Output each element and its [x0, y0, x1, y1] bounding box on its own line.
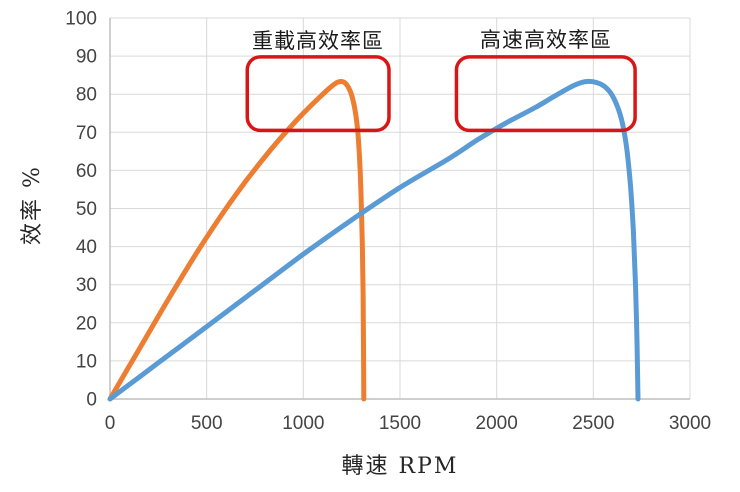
- x-tick-label: 500: [191, 413, 223, 434]
- annotation-box: [245, 55, 391, 133]
- x-tick-label: 2500: [572, 413, 614, 434]
- y-tick-label: 30: [76, 275, 97, 296]
- annotation-label-high-speed-zone: 高速高效率區: [480, 28, 612, 52]
- annotation-box: [454, 55, 637, 133]
- y-tick-label: 90: [76, 47, 97, 68]
- x-tick-label: 1000: [282, 413, 324, 434]
- y-tick-label: 40: [76, 237, 97, 258]
- x-tick-label: 3000: [669, 413, 711, 434]
- y-tick-label: 80: [76, 85, 97, 106]
- y-tick-label: 0: [86, 390, 97, 411]
- y-tick-label: 50: [76, 199, 97, 220]
- y-tick-label: 100: [65, 9, 97, 30]
- orange-curve: [107, 78, 367, 402]
- annotation-label-heavy-load-zone: 重載高效率區: [252, 29, 384, 53]
- x-tick-label: 2000: [476, 413, 518, 434]
- x-axis-title: 轉速 RPM: [341, 454, 459, 479]
- y-axis-title: 效率 %: [20, 165, 45, 245]
- y-tick-label: 10: [76, 351, 97, 372]
- x-tick-label: 0: [105, 413, 116, 434]
- y-tick-label: 20: [76, 313, 97, 334]
- blue-curve: [107, 78, 641, 402]
- y-tick-label: 70: [76, 123, 97, 144]
- x-tick-label: 1500: [379, 413, 421, 434]
- y-tick-label: 60: [76, 161, 97, 182]
